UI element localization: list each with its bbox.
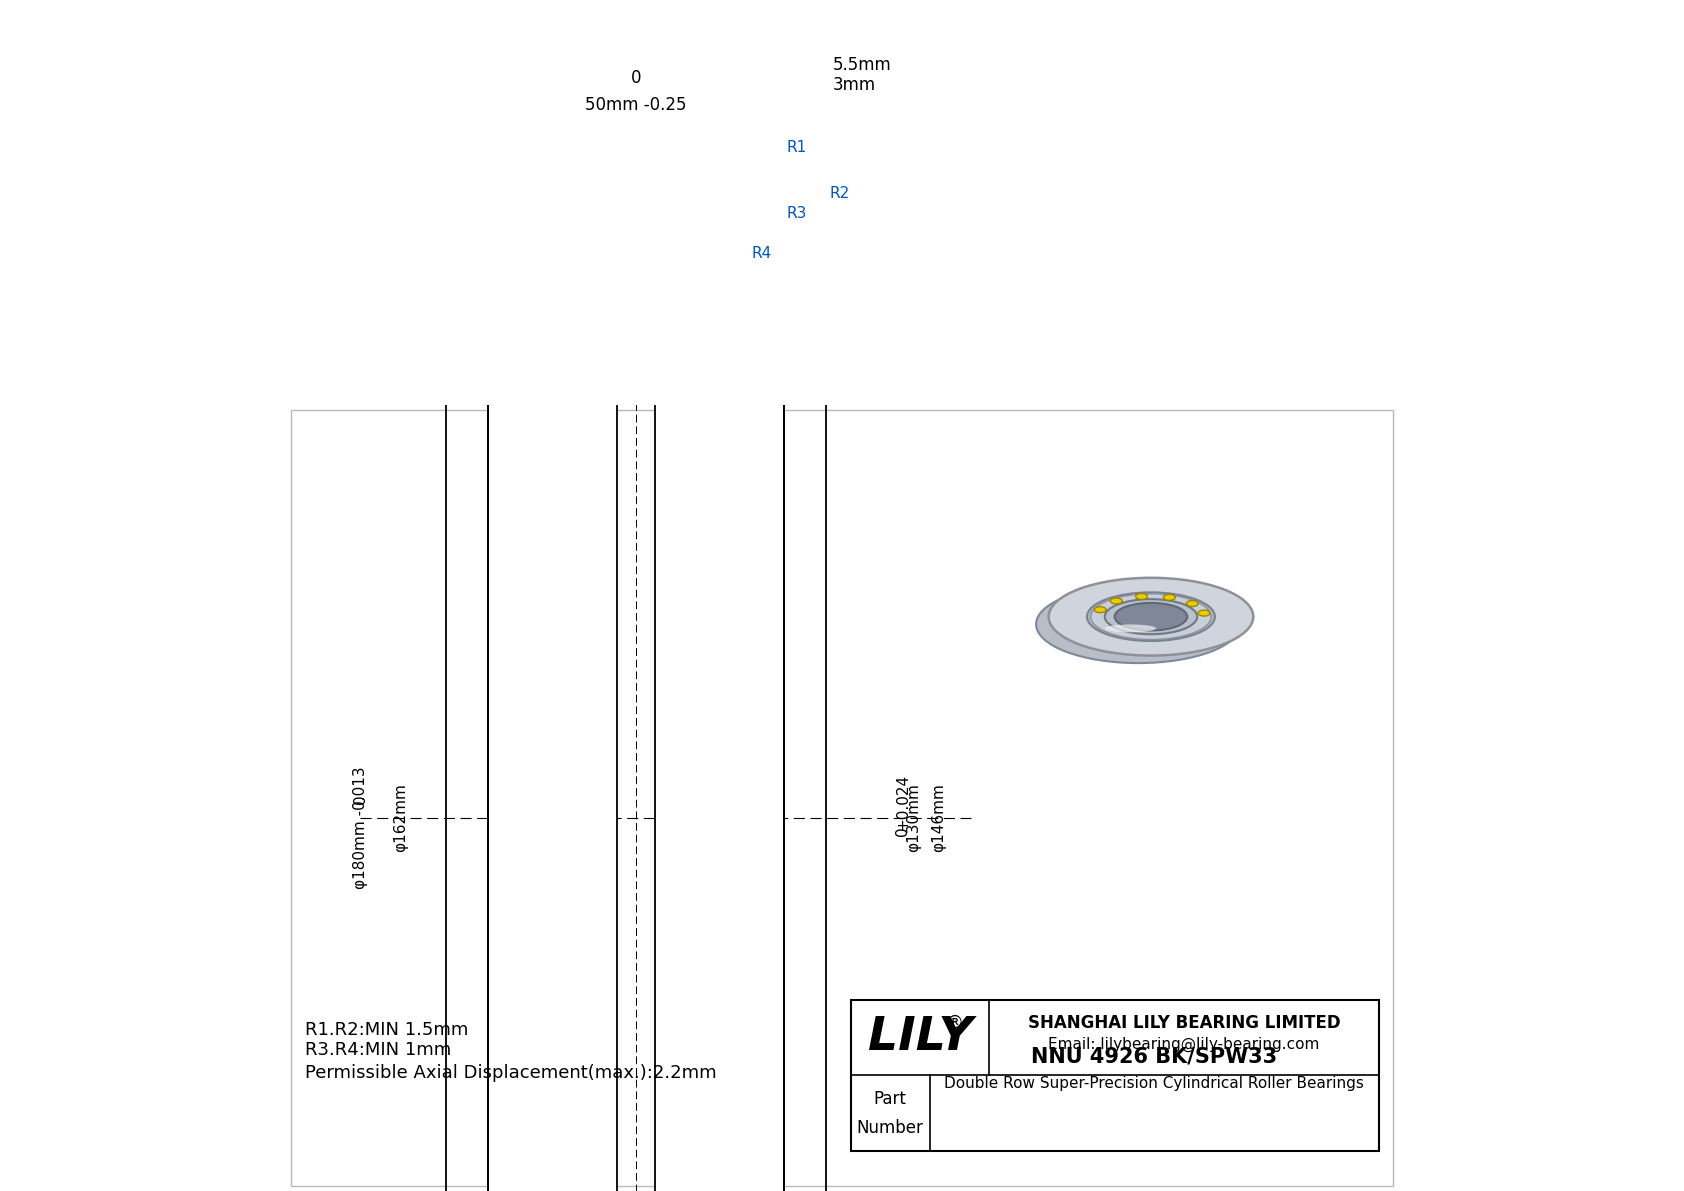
Text: φ146mm: φ146mm (931, 784, 946, 853)
Polygon shape (616, 204, 655, 325)
Polygon shape (446, 135, 825, 264)
Text: Email: lilybearing@lily-bearing.com: Email: lilybearing@lily-bearing.com (1047, 1037, 1320, 1052)
Ellipse shape (1095, 606, 1106, 612)
Ellipse shape (1135, 593, 1147, 599)
Text: R3: R3 (786, 206, 807, 222)
Ellipse shape (1049, 578, 1253, 655)
Text: +0.024: +0.024 (896, 773, 909, 830)
Ellipse shape (1036, 585, 1241, 663)
Text: 50mm -0.25: 50mm -0.25 (586, 96, 687, 114)
Text: φ162mm: φ162mm (392, 784, 408, 853)
Ellipse shape (1186, 600, 1199, 606)
Text: LILY: LILY (867, 1015, 972, 1060)
Text: 0: 0 (896, 827, 909, 836)
Polygon shape (785, 204, 825, 325)
Text: R4: R4 (751, 245, 771, 261)
Polygon shape (488, 204, 616, 1191)
Text: ®: ® (945, 1014, 963, 1031)
Ellipse shape (1091, 594, 1211, 640)
Text: R1: R1 (786, 141, 807, 155)
Text: Part
Number: Part Number (857, 1090, 923, 1137)
Text: R3.R4:MIN 1mm: R3.R4:MIN 1mm (305, 1041, 451, 1059)
Ellipse shape (1086, 592, 1214, 641)
Polygon shape (446, 264, 825, 325)
Text: 5.5mm: 5.5mm (832, 56, 891, 75)
Ellipse shape (1105, 624, 1155, 632)
Ellipse shape (1105, 599, 1197, 635)
Text: 3mm: 3mm (832, 76, 876, 94)
Polygon shape (446, 204, 488, 325)
Text: Permissible Axial Displacement(max.):2.2mm: Permissible Axial Displacement(max.):2.2… (305, 1064, 716, 1083)
Text: R1.R2:MIN 1.5mm: R1.R2:MIN 1.5mm (305, 1021, 468, 1040)
Ellipse shape (1197, 610, 1211, 616)
Ellipse shape (1164, 594, 1175, 600)
Text: φ130mm: φ130mm (906, 784, 921, 853)
Ellipse shape (1110, 598, 1122, 604)
Text: R2: R2 (829, 186, 849, 201)
Text: 0: 0 (632, 69, 642, 87)
Ellipse shape (1115, 603, 1187, 630)
Polygon shape (655, 204, 785, 1191)
Text: 0: 0 (354, 794, 367, 804)
Text: SHANGHAI LILY BEARING LIMITED: SHANGHAI LILY BEARING LIMITED (1027, 1014, 1340, 1031)
Text: NNU 4926 BK/SPW33: NNU 4926 BK/SPW33 (1031, 1047, 1276, 1067)
Text: φ180mm -0.013: φ180mm -0.013 (354, 767, 367, 890)
Bar (850, 999, 1379, 1152)
Text: Double Row Super-Precision Cylindrical Roller Bearings: Double Row Super-Precision Cylindrical R… (945, 1075, 1364, 1091)
